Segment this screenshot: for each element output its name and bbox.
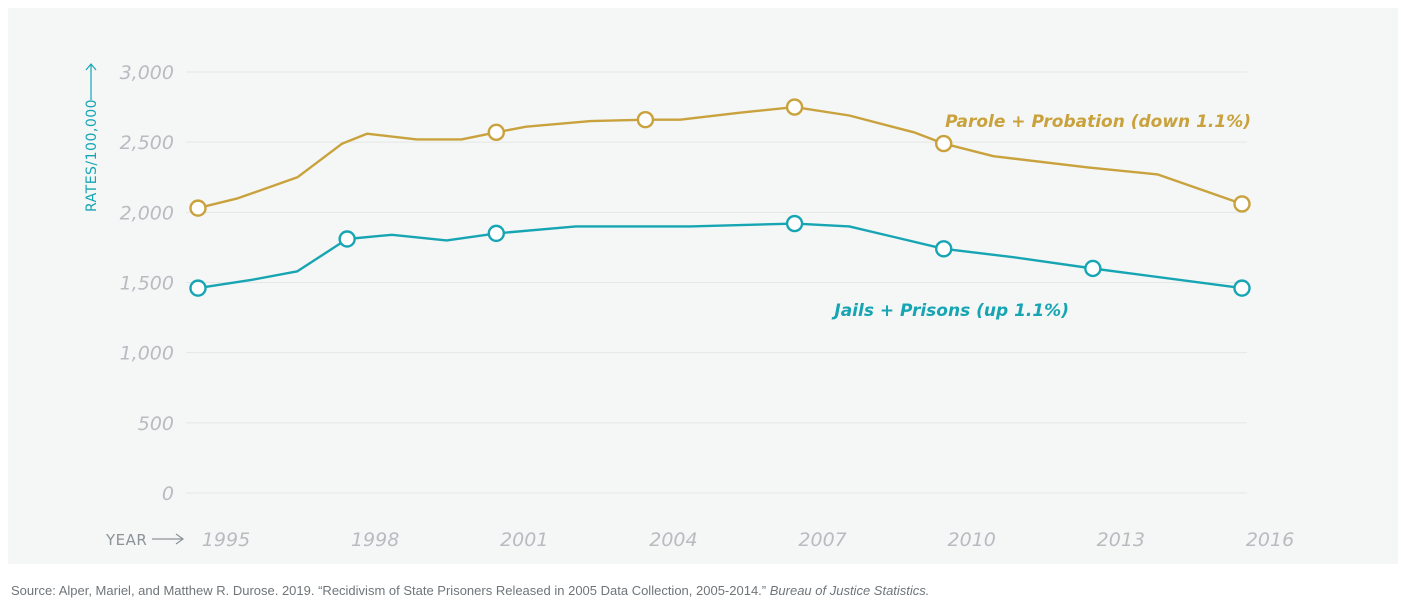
data-point <box>636 111 655 129</box>
x-tick-label: 2004 <box>649 529 697 551</box>
y-tick-label: 1,000 <box>120 343 174 365</box>
y-tick-label: 2,500 <box>120 132 174 154</box>
data-series <box>189 98 1251 297</box>
x-tick-label: 2013 <box>1097 529 1145 551</box>
data-point <box>487 123 505 142</box>
source-publisher: Bureau of Justice Statistics. <box>769 583 930 598</box>
source-text: Source: Alper, Mariel, and Matthew R. Du… <box>11 583 770 598</box>
y-tick-labels: 3,000 2,500 2,000 1,500 1,000 500 0 <box>120 62 174 505</box>
x-axis-arrowhead-icon <box>175 533 185 545</box>
data-point <box>189 199 207 217</box>
series-parole-probation <box>189 98 1251 217</box>
series-line <box>197 222 1243 290</box>
data-point <box>785 98 804 116</box>
y-tick-label: 3,000 <box>120 62 174 84</box>
x-tick-label: 1995 <box>202 529 250 551</box>
series-label-jails-prisons: Jails + Prisons (up 1.1%) <box>831 301 1069 321</box>
y-axis-label: RATES/100,000 <box>84 99 100 212</box>
x-tick-label: 2001 <box>500 529 548 551</box>
data-point <box>1233 195 1251 213</box>
data-point <box>935 134 953 153</box>
data-point <box>1084 259 1102 278</box>
y-tick-label: 2,000 <box>120 202 174 224</box>
data-point <box>935 240 953 258</box>
data-point <box>338 230 356 248</box>
y-axis-arrowhead-icon <box>85 63 97 71</box>
chart-card <box>8 8 1398 564</box>
x-tick-label: 1998 <box>351 529 399 551</box>
x-tick-labels: 1995 1998 2001 2004 2007 2010 2013 2016 <box>202 529 1294 551</box>
source-note: Source: Alper, Mariel, and Matthew R. Du… <box>11 583 929 598</box>
x-axis-label: YEAR <box>105 531 147 549</box>
y-tick-label: 0 <box>162 483 174 505</box>
x-axis-title-group: YEAR <box>105 531 185 549</box>
x-tick-label: 2010 <box>948 529 996 551</box>
data-point <box>189 279 207 297</box>
y-tick-label: 500 <box>138 413 174 435</box>
y-tick-label: 1,500 <box>120 273 174 295</box>
series-label-parole-probation: Parole + Probation (down 1.1%) <box>945 112 1251 132</box>
gridlines <box>186 71 1247 494</box>
series-jails-prisons <box>189 214 1251 297</box>
x-tick-label: 2007 <box>798 529 846 551</box>
data-point <box>487 224 505 243</box>
y-axis-title-group: RATES/100,000 <box>84 63 100 212</box>
x-tick-label: 2016 <box>1246 529 1294 551</box>
data-point <box>1233 279 1251 297</box>
data-point <box>785 214 804 233</box>
